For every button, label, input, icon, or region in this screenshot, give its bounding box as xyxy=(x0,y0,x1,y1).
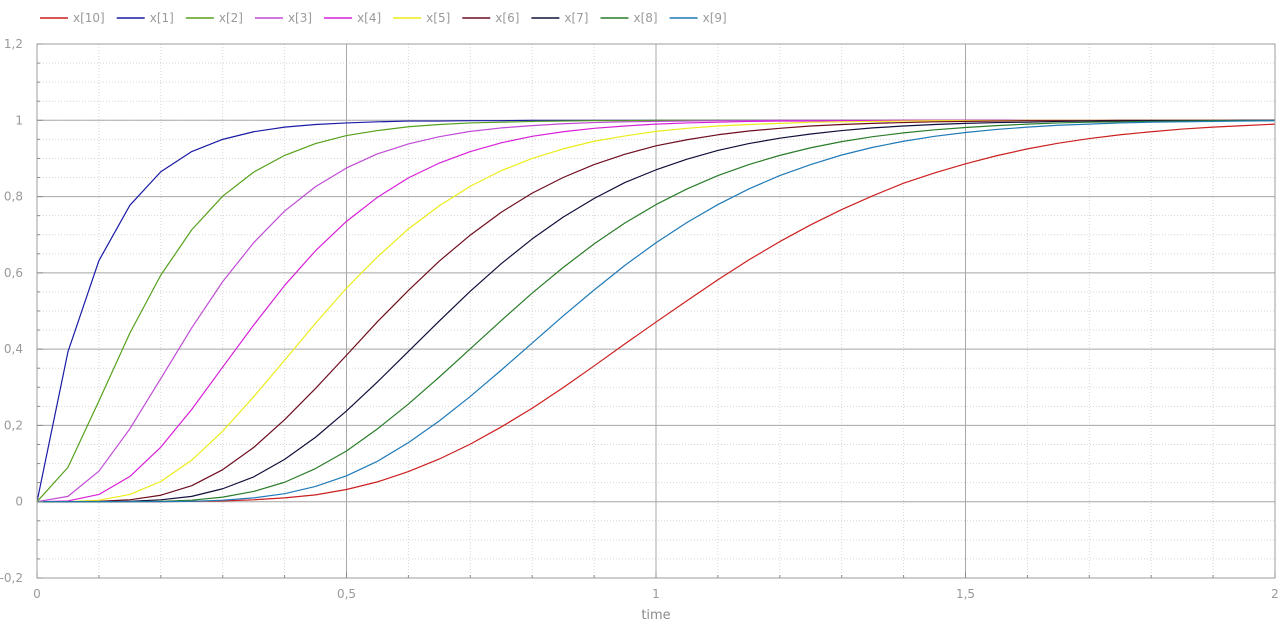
legend-label: x[5] xyxy=(426,11,450,25)
legend-item[interactable]: x[8] xyxy=(600,11,658,25)
legend-item[interactable]: x[1] xyxy=(116,11,174,25)
y-tick-label: 0,2 xyxy=(4,418,23,432)
legend-label: x[10] xyxy=(73,11,105,25)
y-tick-label: -0,2 xyxy=(0,571,23,585)
x-tick-label: 1,5 xyxy=(956,587,975,601)
legend-item[interactable]: x[3] xyxy=(254,11,312,25)
y-tick-label: 0,6 xyxy=(4,266,23,280)
legend-label: x[2] xyxy=(219,11,243,25)
series-line-x8 xyxy=(37,120,1275,503)
legend-item[interactable]: x[10] xyxy=(40,11,105,25)
legend-label: x[1] xyxy=(150,11,174,25)
legend-label: x[3] xyxy=(288,11,312,25)
legend-label: x[4] xyxy=(357,11,381,25)
series-line-x9 xyxy=(37,120,1276,503)
x-tick-label: 0 xyxy=(33,587,41,601)
y-tick-label: 0 xyxy=(15,495,23,509)
legend-item[interactable]: x[7] xyxy=(531,11,589,25)
legend-label: x[6] xyxy=(495,11,519,25)
series-line-x7 xyxy=(37,119,1275,503)
axis-tick-labels: 0 0,5 1 1,5 2 -0,2 0 0,2 0,4 0,6 0,8 1 1,2 xyxy=(0,37,1279,601)
legend-item[interactable]: x[4] xyxy=(324,11,381,25)
legend-label: x[9] xyxy=(703,11,727,25)
legend-item[interactable]: x[6] xyxy=(462,11,519,25)
legend-item[interactable]: x[5] xyxy=(393,11,450,25)
y-tick-label: 1 xyxy=(15,113,23,127)
y-tick-label: 0,8 xyxy=(4,190,23,204)
x-tick-label: 1 xyxy=(652,587,660,601)
y-tick-label: 1,2 xyxy=(4,37,23,51)
series-line-x6 xyxy=(37,119,1275,503)
series-line-x10 xyxy=(37,123,1276,503)
legend-item[interactable]: x[9] xyxy=(669,11,727,25)
legend-item[interactable]: x[2] xyxy=(185,11,243,25)
legend-label: x[8] xyxy=(634,11,658,25)
series-lines xyxy=(36,119,1276,503)
axis-ticks xyxy=(36,43,1276,579)
x-axis-title: time xyxy=(641,608,670,623)
x-tick-label: 0,5 xyxy=(337,587,356,601)
legend: x[10] x[1] x[2] x[3] x[4] x[5] x[6] x[7] x[8] x[9… xyxy=(40,11,727,25)
y-tick-label: 0,4 xyxy=(4,342,23,356)
x-tick-label: 2 xyxy=(1271,587,1279,601)
legend-label: x[7] xyxy=(564,11,588,25)
